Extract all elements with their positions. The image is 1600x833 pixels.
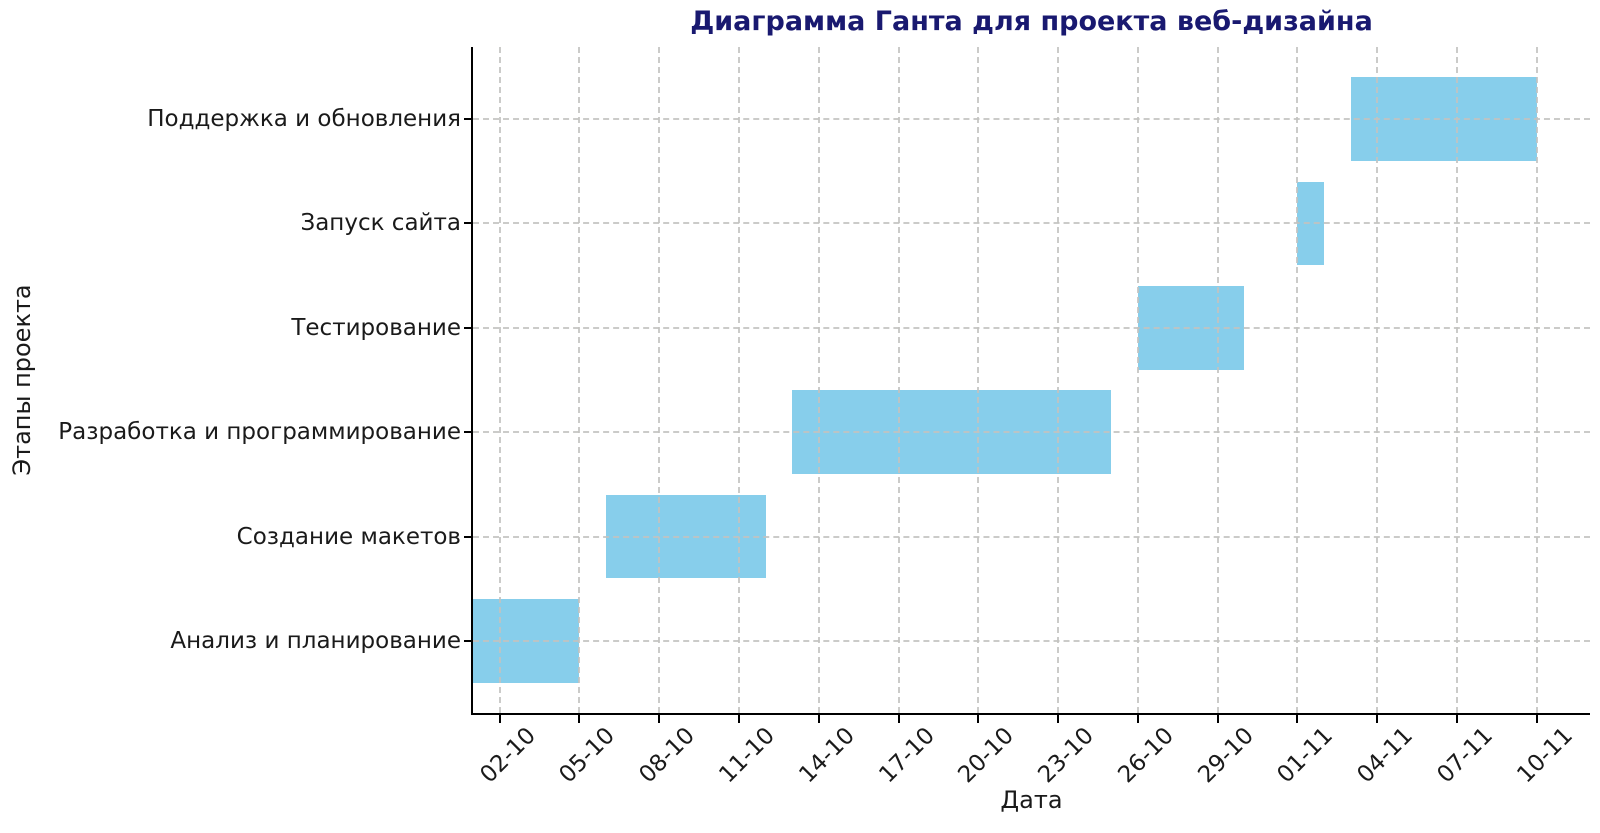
y-tick-label: Анализ и планирование: [170, 627, 461, 654]
x-tick-mark: [737, 715, 740, 723]
x-tick-mark: [977, 715, 980, 723]
chart-title: Диаграмма Ганта для проекта веб-дизайна: [690, 6, 1373, 37]
vertical-gridline: [658, 47, 661, 713]
y-tick-label: Создание макетов: [236, 523, 461, 550]
x-tick-mark: [498, 715, 501, 723]
vertical-gridline: [817, 47, 820, 713]
x-tick-mark: [578, 715, 581, 723]
y-tick-mark: [464, 118, 472, 121]
x-tick-mark: [1216, 715, 1219, 723]
vertical-gridline: [1535, 47, 1538, 713]
horizontal-gridline: [473, 431, 1590, 434]
x-axis-title: Дата: [1000, 786, 1063, 814]
vertical-gridline: [977, 47, 980, 713]
x-tick-mark: [1535, 715, 1538, 723]
x-tick-mark: [1136, 715, 1139, 723]
y-tick-label: Разработка и программирование: [58, 419, 461, 446]
vertical-gridline: [1296, 47, 1299, 713]
x-tick-mark: [817, 715, 820, 723]
x-tick-mark: [1296, 715, 1299, 723]
y-tick-mark: [464, 639, 472, 642]
vertical-gridline: [1456, 47, 1459, 713]
x-tick-mark: [658, 715, 661, 723]
x-tick-mark: [897, 715, 900, 723]
horizontal-gridline: [473, 326, 1590, 329]
y-tick-label: Тестирование: [291, 314, 461, 341]
y-tick-mark: [464, 431, 472, 434]
y-tick-mark: [464, 222, 472, 225]
horizontal-gridline: [473, 535, 1590, 538]
y-axis-spine: [471, 47, 473, 715]
x-tick-mark: [1057, 715, 1060, 723]
y-tick-mark: [464, 535, 472, 538]
vertical-gridline: [1216, 47, 1219, 713]
vertical-gridline: [737, 47, 740, 713]
horizontal-gridline: [473, 118, 1590, 121]
x-tick-mark: [1456, 715, 1459, 723]
y-tick-label: Поддержка и обновления: [147, 106, 461, 133]
vertical-gridline: [1376, 47, 1379, 713]
horizontal-gridline: [473, 222, 1590, 225]
x-axis-spine: [471, 713, 1590, 715]
vertical-gridline: [498, 47, 501, 713]
vertical-gridline: [578, 47, 581, 713]
vertical-gridline: [897, 47, 900, 713]
vertical-gridline: [1057, 47, 1060, 713]
y-tick-label: Запуск сайта: [300, 210, 461, 237]
vertical-gridline: [1136, 47, 1139, 713]
y-tick-mark: [464, 326, 472, 329]
x-tick-mark: [1376, 715, 1379, 723]
horizontal-gridline: [473, 639, 1590, 642]
